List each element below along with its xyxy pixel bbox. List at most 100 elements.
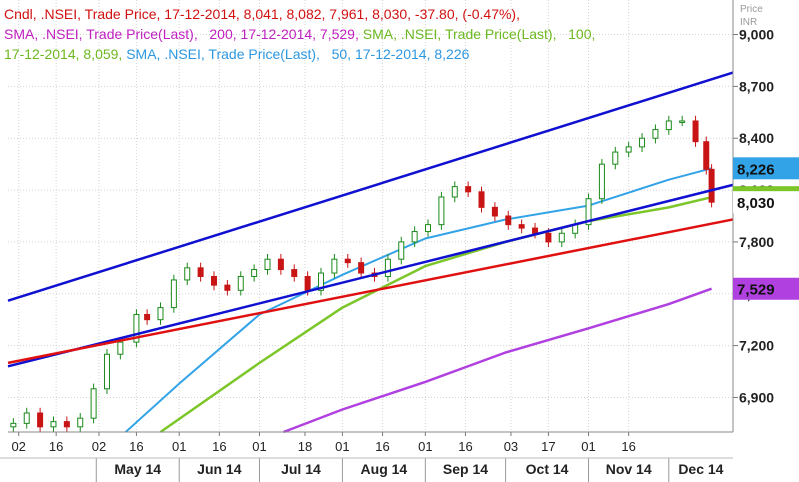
x-tick-label-2: 02: [92, 439, 106, 454]
candle-body-32: [438, 196, 445, 226]
x-tick-label-9: 16: [375, 439, 389, 454]
grid-lines: [8, 0, 733, 432]
x-tick-label-13: 17: [541, 439, 555, 454]
candle-body-9: [133, 313, 140, 343]
candle-body-51: [692, 120, 699, 143]
candle-body-52: [703, 141, 710, 170]
candle-body-19: [264, 258, 271, 271]
candle-body-6: [90, 388, 97, 419]
y-tick-label-0: 9,000: [739, 27, 774, 43]
candle-body-5: [77, 417, 84, 428]
month-label-4: Sep 14: [443, 461, 488, 477]
x-tick-label-14: 01: [581, 439, 595, 454]
legend-sma200: SMA, .NSEI, Trade Price(Last), 200, 17-1…: [4, 26, 363, 42]
candle-body-20: [277, 258, 284, 271]
month-label-3: Aug 14: [361, 461, 408, 477]
x-tick-label-4: 01: [172, 439, 186, 454]
candle-body-26: [358, 262, 365, 274]
candle-body-37: [505, 215, 512, 226]
candle-body-11: [157, 307, 164, 321]
sma-100-line: [159, 195, 712, 434]
candle-body-22: [304, 275, 311, 291]
candle-body-24: [331, 258, 338, 274]
month-label-0: May 14: [114, 461, 161, 477]
badge-label-2: 8,030: [737, 195, 775, 212]
sma-100-group: [159, 195, 712, 434]
x-tick-label-15: 16: [621, 439, 635, 454]
candle-body-41: [558, 232, 565, 243]
y-tick-label-7: 6,900: [739, 389, 774, 405]
candles-group: [10, 115, 715, 432]
x-tick-label-6: 01: [252, 439, 266, 454]
candle-body-21: [291, 269, 298, 277]
x-tick-label-1: 16: [49, 439, 63, 454]
candle-body-40: [545, 232, 552, 243]
legend-candle: Cndl, .NSEI, Trade Price, 17-12-2014, 8,…: [4, 6, 520, 22]
candle-body-4: [63, 421, 70, 428]
candle-body-35: [478, 191, 485, 208]
legend-sma50: SMA, .NSEI, Trade Price(Last), 50, 17-12…: [126, 46, 470, 62]
badge-bg-0: [733, 157, 799, 180]
y-tick-label-1: 8,700: [739, 78, 774, 94]
candle-body-13: [184, 267, 191, 281]
badge-label-0: 8,226: [737, 161, 775, 178]
sma-200-group: [283, 287, 713, 434]
candle-body-49: [665, 120, 672, 131]
chart-legend: Cndl, .NSEI, Trade Price, 17-12-2014, 8,…: [4, 4, 595, 64]
candle-body-23: [318, 272, 325, 291]
y-tick-label-6: 7,200: [739, 338, 774, 354]
candle-body-33: [451, 186, 458, 198]
candle-body-12: [170, 279, 177, 309]
x-tick-label-8: 01: [335, 439, 349, 454]
x-tick-label-10: 01: [418, 439, 432, 454]
legend-candle-line: Cndl, .NSEI, Trade Price, 17-12-2014, 8,…: [4, 4, 595, 24]
x-tick-label-7: 18: [298, 439, 312, 454]
badge-label-3: 7,529: [737, 282, 775, 299]
x-tick-label-5: 16: [212, 439, 226, 454]
channel-lower-line: [7, 183, 734, 368]
legend-sma100-label: SMA, .NSEI, Trade Price(Last), 100,: [362, 26, 596, 42]
candle-body-2: [37, 412, 44, 428]
x-tick-label-3: 16: [129, 439, 143, 454]
candle-body-1: [23, 412, 30, 424]
candle-body-17: [237, 275, 244, 291]
trend-lines-group: [7, 71, 734, 368]
candle-body-25: [344, 258, 351, 264]
x-tick-label-12: 03: [504, 439, 518, 454]
candle-body-14: [197, 267, 204, 277]
legend-sma100-value: 17-12-2014, 8,059,: [4, 46, 127, 62]
x-tick-label-0: 02: [11, 439, 25, 454]
candle-body-3: [50, 421, 57, 428]
y-axis-unit: INR: [740, 17, 757, 28]
candle-body-28: [384, 258, 391, 277]
y-axis-title: Price: [740, 4, 763, 15]
y-tick-label-4: 7,800: [739, 234, 774, 250]
legend-sma-line-2: 17-12-2014, 8,059, SMA, .NSEI, Trade Pri…: [4, 44, 595, 64]
candle-body-31: [425, 224, 432, 233]
candle-body-45: [612, 151, 619, 165]
y-tick-label-2: 8,400: [739, 130, 774, 146]
candle-body-15: [210, 275, 217, 286]
candle-body-48: [652, 129, 659, 139]
candle-body-10: [144, 313, 151, 321]
candle-body-18: [251, 269, 258, 277]
candle-body-36: [491, 206, 498, 217]
candle-body-29: [398, 241, 405, 260]
candle-body-43: [585, 198, 592, 226]
badge-bg-2: [733, 191, 799, 214]
candle-body-53: [708, 168, 715, 203]
sma-50-line: [125, 167, 712, 433]
candle-body-7: [103, 353, 110, 390]
candle-body-39: [532, 227, 539, 234]
month-label-7: Dec 14: [678, 461, 723, 477]
candle-body-0: [10, 422, 17, 428]
trend-line: [7, 218, 734, 365]
candle-body-30: [411, 231, 418, 243]
candle-body-47: [639, 137, 646, 148]
month-label-5: Oct 14: [526, 461, 569, 477]
candle-body-38: [518, 224, 525, 229]
badge-bg-3: [733, 277, 799, 300]
channel-upper-line: [7, 71, 734, 302]
candle-body-44: [598, 163, 605, 200]
